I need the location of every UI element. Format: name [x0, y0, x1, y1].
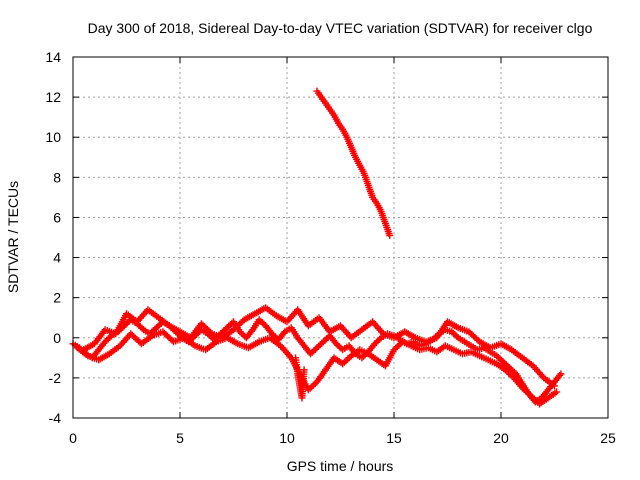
ticks-layer: 0 5 10 15 20 25 -4 -2 0 2 4 6 8 10 12 14 [45, 49, 616, 446]
data-point-arc-low-main [376, 335, 384, 343]
y-tick-label: 8 [53, 169, 61, 185]
x-tick-label: 10 [279, 430, 295, 446]
data-point-arc-low-lower [310, 381, 318, 389]
data-point-arc-low-main [453, 332, 461, 340]
y-axis-label: SDTVAR / TECUs [5, 181, 21, 293]
x-axis-label: GPS time / hours [287, 458, 394, 474]
chart-title: Day 300 of 2018, Sidereal Day-to-day VTE… [88, 20, 593, 36]
data-point-arc-low-lower [553, 388, 561, 396]
y-tick-label: 12 [45, 89, 61, 105]
data-point-arc-low-upper [551, 382, 558, 390]
data-point-arc-low-lower [308, 383, 316, 391]
data-point-arc-low-main [556, 371, 564, 379]
y-tick-label: 10 [45, 129, 61, 145]
y-tick-label: 4 [53, 250, 61, 266]
data-point-arc-low-main [106, 333, 114, 341]
plot-frame [72, 56, 609, 419]
x-tick-label: 20 [493, 430, 509, 446]
y-tick-label: -4 [49, 410, 62, 426]
x-tick-label: 5 [176, 430, 184, 446]
y-tick-label: 14 [45, 49, 61, 65]
data-point-arc-low-lower [340, 358, 348, 366]
marks-layer [69, 87, 565, 408]
data-point-arc-low-lower [393, 343, 401, 351]
data-point-arc-low-main [247, 327, 255, 335]
data-point-arc-low-main [138, 324, 146, 332]
x-tick-label: 0 [69, 430, 77, 446]
y-tick-label: 0 [53, 330, 61, 346]
data-point-arc-low-main [557, 370, 565, 378]
data-point-arc-spike [300, 366, 308, 374]
data-point-arc-high [386, 231, 394, 239]
data-point-arc-low-upper [207, 328, 215, 336]
x-tick-label: 25 [600, 430, 616, 446]
data-point-arc-low-lower [344, 355, 352, 363]
y-tick-label: 2 [53, 290, 61, 306]
y-tick-label: -2 [49, 370, 62, 386]
y-tick-label: 6 [53, 209, 61, 225]
x-tick-label: 15 [386, 430, 402, 446]
